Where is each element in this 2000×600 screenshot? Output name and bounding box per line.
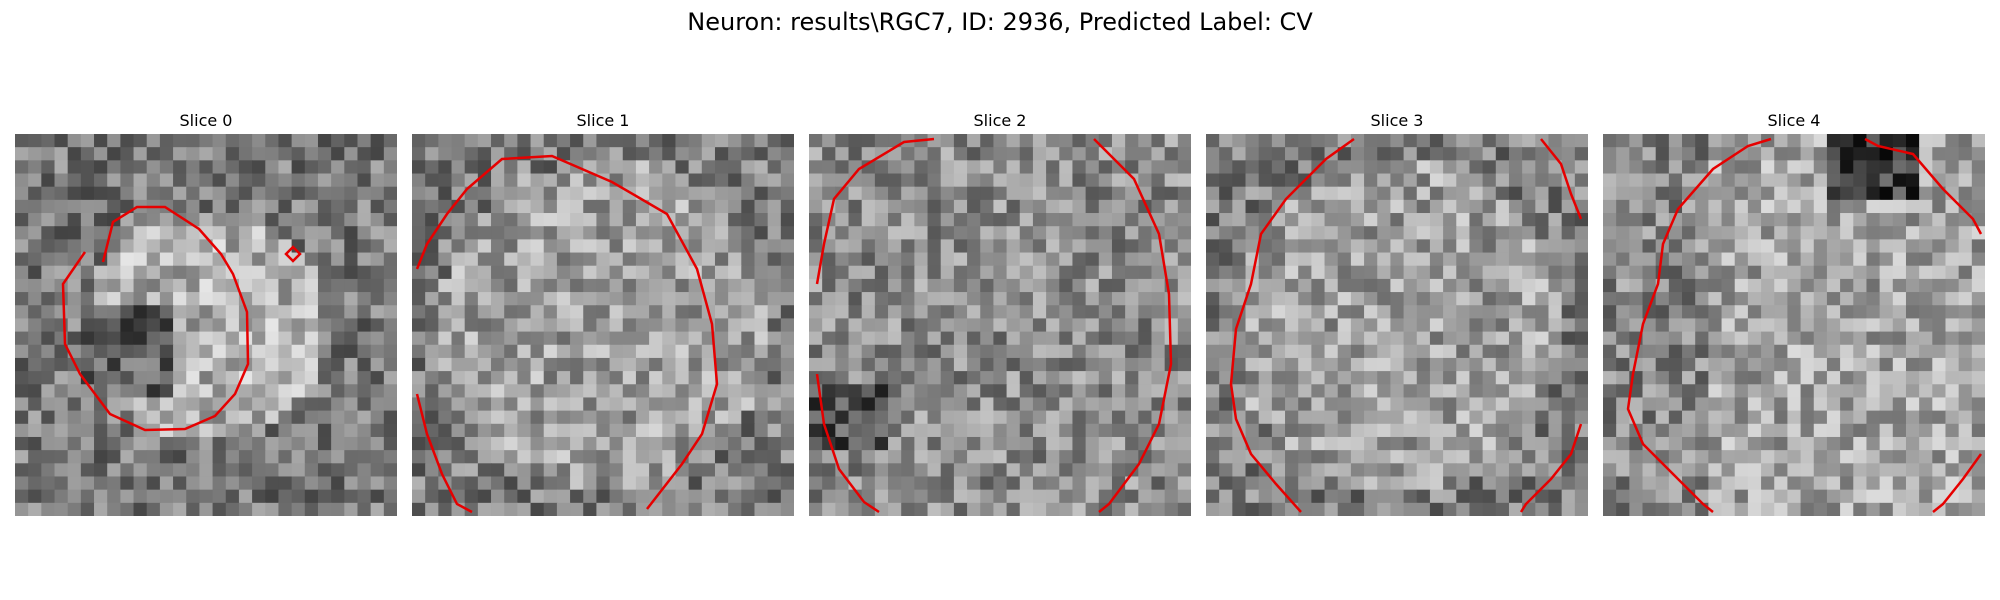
contour-line	[61, 205, 250, 432]
slice-title: Slice 4	[1767, 111, 1821, 130]
contour-line	[1626, 137, 1772, 513]
contour-line	[415, 154, 719, 510]
slice-image	[1603, 134, 1985, 516]
contour-line	[815, 137, 935, 285]
contour-line	[415, 393, 473, 514]
slice-title: Slice 1	[576, 111, 630, 130]
slice-panel-3: Slice 3	[1206, 108, 1588, 516]
slice-image	[1206, 134, 1588, 516]
contour-line	[815, 373, 880, 514]
slice-panel-4: Slice 4	[1603, 108, 1985, 516]
figure-title: Neuron: results\RGC7, ID: 2936, Predicte…	[687, 8, 1313, 36]
slice-panel-0: Slice 0	[15, 108, 397, 516]
slice-title: Slice 3	[1370, 111, 1424, 130]
contour-line	[284, 245, 302, 263]
contour-line	[1093, 138, 1173, 513]
contour-line	[1932, 453, 1983, 513]
slice-image	[412, 134, 794, 516]
contour-line	[1540, 138, 1583, 220]
contour-line	[1229, 137, 1355, 513]
slice-title: Slice 0	[179, 111, 233, 130]
slice-image	[15, 134, 397, 516]
contour-line	[1864, 137, 1983, 235]
contour-line	[1519, 423, 1583, 513]
slice-image	[809, 134, 1191, 516]
slice-panel-2: Slice 2	[809, 108, 1191, 516]
slice-title: Slice 2	[973, 111, 1027, 130]
slice-panel-1: Slice 1	[412, 108, 794, 516]
